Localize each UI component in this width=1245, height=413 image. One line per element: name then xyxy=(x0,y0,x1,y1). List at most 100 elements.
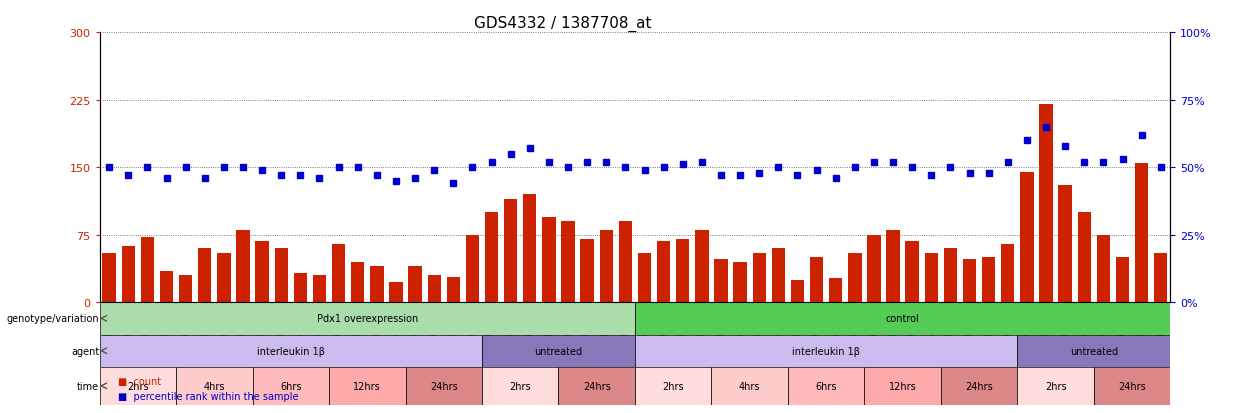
Bar xyxy=(275,249,288,302)
Text: ■  count: ■ count xyxy=(118,376,162,386)
Text: interleukin 1β: interleukin 1β xyxy=(256,346,325,356)
Bar xyxy=(580,240,594,302)
Bar xyxy=(868,235,880,302)
Bar xyxy=(484,213,498,302)
Bar xyxy=(829,278,843,302)
FancyBboxPatch shape xyxy=(941,367,1017,405)
Bar xyxy=(637,253,651,302)
Text: GDS4332 / 1387708_at: GDS4332 / 1387708_at xyxy=(474,16,652,32)
FancyBboxPatch shape xyxy=(711,367,788,405)
FancyBboxPatch shape xyxy=(406,367,482,405)
Text: ■  percentile rank within the sample: ■ percentile rank within the sample xyxy=(118,391,299,401)
Text: agent: agent xyxy=(71,346,100,356)
Text: 24hrs: 24hrs xyxy=(430,381,458,391)
FancyBboxPatch shape xyxy=(864,367,941,405)
Bar xyxy=(543,217,555,302)
Text: control: control xyxy=(885,313,920,323)
Bar xyxy=(332,244,345,302)
Text: 24hrs: 24hrs xyxy=(583,381,610,391)
Text: 4hrs: 4hrs xyxy=(740,381,761,391)
Bar xyxy=(1154,253,1168,302)
Bar xyxy=(657,241,670,302)
Text: 24hrs: 24hrs xyxy=(1118,381,1145,391)
Bar xyxy=(1078,213,1091,302)
Text: 24hrs: 24hrs xyxy=(965,381,994,391)
Bar xyxy=(351,262,365,302)
Text: genotype/variation: genotype/variation xyxy=(6,313,100,323)
Bar xyxy=(962,259,976,302)
Bar xyxy=(159,271,173,302)
Bar xyxy=(600,230,613,302)
Bar xyxy=(523,195,537,302)
Bar xyxy=(255,241,269,302)
FancyBboxPatch shape xyxy=(100,335,482,367)
Text: interleukin 1β: interleukin 1β xyxy=(792,346,860,356)
FancyBboxPatch shape xyxy=(1017,367,1094,405)
Bar xyxy=(925,253,937,302)
Text: 4hrs: 4hrs xyxy=(204,381,225,391)
Bar xyxy=(122,247,134,302)
Bar xyxy=(1097,235,1111,302)
Bar xyxy=(1040,105,1053,302)
FancyBboxPatch shape xyxy=(100,302,635,335)
Bar xyxy=(944,249,957,302)
Bar xyxy=(102,253,116,302)
FancyBboxPatch shape xyxy=(482,367,559,405)
FancyBboxPatch shape xyxy=(559,367,635,405)
Bar xyxy=(715,259,727,302)
Bar xyxy=(141,238,154,302)
Text: 12hrs: 12hrs xyxy=(889,381,916,391)
Bar xyxy=(312,275,326,302)
Text: 12hrs: 12hrs xyxy=(354,381,381,391)
FancyBboxPatch shape xyxy=(635,367,711,405)
Bar xyxy=(390,282,402,302)
FancyBboxPatch shape xyxy=(253,367,329,405)
Bar xyxy=(848,253,862,302)
FancyBboxPatch shape xyxy=(100,367,176,405)
Bar xyxy=(676,240,690,302)
Bar xyxy=(561,222,575,302)
FancyBboxPatch shape xyxy=(176,367,253,405)
Text: 2hrs: 2hrs xyxy=(127,381,148,391)
Bar xyxy=(447,277,459,302)
Bar xyxy=(294,274,308,302)
Bar xyxy=(466,235,479,302)
Bar xyxy=(619,222,632,302)
FancyBboxPatch shape xyxy=(482,335,635,367)
Bar xyxy=(733,262,747,302)
FancyBboxPatch shape xyxy=(1017,335,1170,367)
Bar xyxy=(179,275,192,302)
Bar xyxy=(1020,172,1033,302)
Bar xyxy=(237,230,250,302)
FancyBboxPatch shape xyxy=(329,367,406,405)
Text: 2hrs: 2hrs xyxy=(509,381,532,391)
Bar xyxy=(886,230,900,302)
Text: 6hrs: 6hrs xyxy=(280,381,301,391)
Bar xyxy=(408,266,422,302)
Text: time: time xyxy=(77,381,100,391)
Bar xyxy=(1001,244,1015,302)
Text: Pdx1 overexpression: Pdx1 overexpression xyxy=(316,313,418,323)
Text: 6hrs: 6hrs xyxy=(815,381,837,391)
Bar xyxy=(504,199,518,302)
Bar xyxy=(198,249,212,302)
Text: untreated: untreated xyxy=(534,346,583,356)
FancyBboxPatch shape xyxy=(788,367,864,405)
Bar xyxy=(905,241,919,302)
Bar xyxy=(791,280,804,302)
Bar xyxy=(1135,163,1148,302)
Bar xyxy=(982,257,995,302)
Bar xyxy=(1116,257,1129,302)
Bar xyxy=(695,230,708,302)
FancyBboxPatch shape xyxy=(635,302,1170,335)
Bar xyxy=(1058,186,1072,302)
Text: 2hrs: 2hrs xyxy=(1045,381,1067,391)
FancyBboxPatch shape xyxy=(635,335,1017,367)
Bar xyxy=(370,266,383,302)
Bar xyxy=(810,257,823,302)
Bar xyxy=(772,249,786,302)
Bar xyxy=(217,253,230,302)
Bar xyxy=(427,275,441,302)
Text: untreated: untreated xyxy=(1069,346,1118,356)
Bar xyxy=(752,253,766,302)
